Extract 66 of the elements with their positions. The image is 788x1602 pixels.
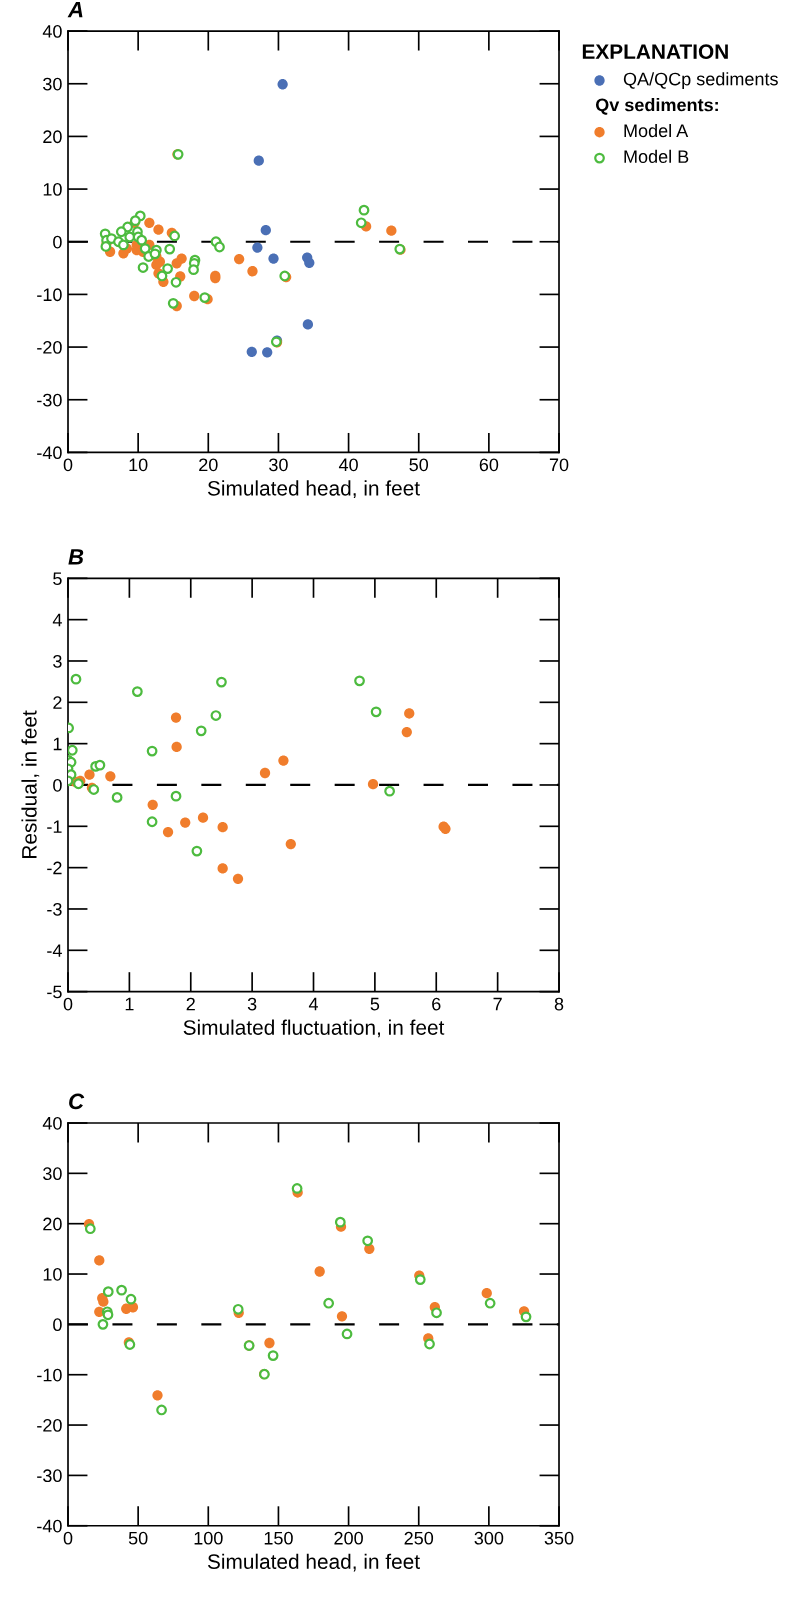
y-tick-label: 5 — [53, 572, 62, 586]
y-tick-label: 2 — [53, 696, 62, 709]
y-tick-label: -2 — [47, 861, 62, 875]
y-tick-label: -30 — [37, 393, 62, 407]
x-tick-label: 50 — [128, 1531, 148, 1545]
chart-title: B — [68, 549, 84, 565]
y-tick-label: -20 — [37, 1418, 62, 1432]
x-tick-label: 2 — [186, 997, 195, 1011]
y-tick-label: 20 — [43, 130, 62, 144]
y-tick-label: -1 — [47, 820, 62, 833]
chart-title: A — [67, 1, 83, 18]
y-tick-label: -30 — [37, 1469, 62, 1483]
x-tick-label: 6 — [432, 997, 441, 1011]
x-tick-label: 0 — [63, 1531, 73, 1545]
y-tick-label: 0 — [53, 778, 62, 792]
x-tick-label: 0 — [63, 458, 73, 472]
y-tick-label: 4 — [52, 613, 62, 627]
x-tick-label: 150 — [264, 1531, 293, 1545]
y-tick-label: -20 — [37, 341, 62, 354]
y-tick-label: 40 — [42, 25, 62, 38]
x-tick-label: 0 — [63, 997, 73, 1011]
y-tick-label: -40 — [37, 1519, 62, 1533]
y-tick-label: -10 — [37, 288, 62, 302]
y-tick-label: 10 — [43, 183, 62, 196]
y-tick-label: -3 — [47, 902, 62, 916]
x-tick-label: 60 — [479, 458, 499, 472]
y-tick-label: -5 — [47, 985, 62, 999]
y-tick-label: 10 — [43, 1267, 62, 1281]
y-tick-label: 40 — [42, 1116, 62, 1130]
x-axis-title: Simulated head, in feet — [207, 1553, 420, 1572]
x-tick-label: 40 — [338, 458, 358, 472]
x-tick-label: 8 — [554, 997, 564, 1011]
x-tick-label: 5 — [370, 997, 380, 1011]
x-tick-label: 300 — [474, 1531, 504, 1545]
y-tick-label: -40 — [37, 446, 62, 460]
y-tick-label: 1 — [53, 737, 62, 751]
legend-title: EXPLANATION — [582, 44, 728, 60]
legend-label: Model A — [624, 123, 689, 138]
text: Qv sediments: — [595, 98, 718, 115]
x-tick-label: 10 — [129, 458, 148, 472]
x-tick-label: 250 — [404, 1531, 434, 1545]
y-tick-label: 20 — [43, 1217, 62, 1231]
y-tick-label: -10 — [37, 1368, 62, 1382]
x-tick-label: 70 — [549, 458, 569, 472]
legend-label: QA/QCp sediments — [623, 72, 778, 89]
y-tick-label: 0 — [53, 1318, 62, 1332]
x-tick-label: 20 — [199, 458, 218, 472]
chart-title: C — [69, 1093, 85, 1110]
x-axis-title: Simulated fluctuation, in feet — [183, 1019, 445, 1038]
y-tick-label: -4 — [47, 944, 62, 957]
y-axis-title: Residual, in feet — [21, 710, 40, 858]
x-tick-label: 100 — [194, 1531, 223, 1545]
x-tick-label: 1 — [125, 997, 134, 1011]
x-tick-label: 200 — [334, 1531, 363, 1545]
y-tick-label: 30 — [43, 1167, 62, 1181]
x-tick-label: 4 — [308, 997, 318, 1011]
x-tick-label: 3 — [247, 997, 257, 1011]
legend-label: Model B — [624, 149, 689, 164]
y-tick-label: 0 — [53, 235, 62, 249]
x-axis-title: Simulated head, in feet — [207, 480, 420, 499]
y-tick-label: 3 — [53, 654, 62, 668]
x-tick-label: 350 — [544, 1531, 574, 1545]
x-tick-label: 50 — [409, 458, 429, 472]
y-tick-label: 30 — [43, 77, 62, 91]
x-tick-label: 7 — [493, 997, 502, 1011]
x-tick-label: 30 — [269, 458, 288, 472]
